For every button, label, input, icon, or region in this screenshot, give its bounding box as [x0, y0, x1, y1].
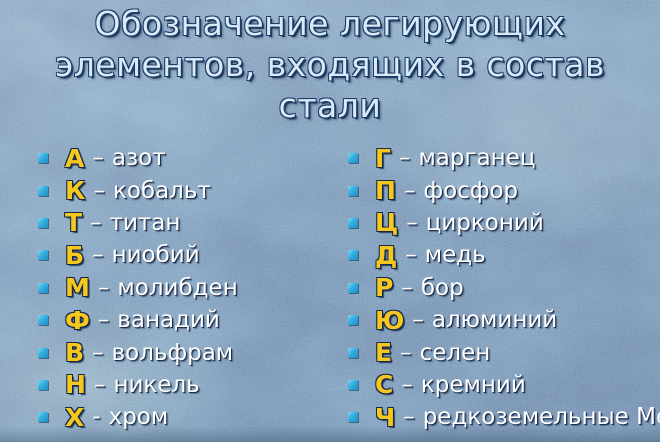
dash: – [401, 371, 413, 398]
element-letter: Х [65, 402, 85, 432]
slide-title: Обозначение легирующих элементов, входящ… [0, 3, 660, 126]
square-bullet-icon [348, 315, 358, 326]
element-name: кремний [420, 371, 526, 398]
dash: – [406, 209, 418, 236]
square-bullet-icon [348, 153, 358, 164]
element-name: алюминий [431, 307, 558, 334]
dash: – [403, 177, 416, 204]
element-name: медь [424, 242, 486, 269]
dash: – [92, 242, 104, 269]
element-name: ванадий [117, 307, 220, 334]
list-item: Н – никель [38, 369, 238, 401]
element-letter: С [375, 370, 394, 400]
square-bullet-icon [348, 250, 358, 261]
dash: – [403, 404, 415, 431]
square-bullet-icon [38, 412, 48, 423]
element-letter: Н [65, 370, 86, 400]
element-name: селен [419, 339, 491, 366]
element-name: молибден [117, 274, 238, 301]
dash: – [97, 274, 110, 301]
element-letter: К [65, 176, 86, 206]
dash: – [400, 339, 412, 366]
dash: – [92, 339, 104, 366]
element-name: азот [111, 145, 166, 172]
list-item: Р – бор [348, 272, 660, 304]
dash: – [92, 145, 104, 172]
list-item: Ц – цирконий [348, 207, 660, 239]
element-letter: Р [375, 273, 394, 303]
square-bullet-icon [38, 250, 48, 261]
dash: – [405, 242, 417, 269]
element-letter: Е [375, 338, 393, 368]
title-line: элементов, входящих в состав [55, 45, 605, 84]
element-name: цирконий [425, 209, 544, 236]
list-item: Х - хром [38, 401, 238, 433]
element-letter: Ц [375, 208, 399, 238]
list-item: Ч – редкоземельные Ме [348, 401, 660, 433]
square-bullet-icon [38, 282, 48, 293]
element-name: редкоземельные Ме [422, 404, 660, 431]
list-item: К – кобальт [38, 174, 238, 206]
element-name: хром [108, 404, 169, 431]
dash: – [90, 209, 102, 236]
dash: – [93, 177, 105, 204]
element-letter: Ф [65, 305, 90, 335]
title-line: Обозначение легирующих [94, 4, 566, 43]
element-name: фосфор [423, 177, 519, 204]
element-letter: М [65, 273, 90, 303]
list-item: Г – марганец [348, 142, 660, 174]
element-letter: В [65, 338, 85, 368]
square-bullet-icon [38, 347, 48, 358]
element-letter: Г [375, 143, 391, 173]
square-bullet-icon [38, 217, 48, 228]
element-letter: А [65, 143, 85, 173]
list-item: М – молибден [38, 272, 238, 304]
element-letter: Ч [375, 402, 396, 432]
list-item: А – азот [38, 142, 238, 174]
column-left: А – азот К – кобальт Т – титан Б – ниоби… [38, 142, 238, 434]
square-bullet-icon [348, 412, 358, 423]
dash: – [401, 274, 413, 301]
square-bullet-icon [348, 379, 358, 390]
square-bullet-icon [38, 379, 48, 390]
dash: – [412, 307, 424, 334]
dash: – [97, 307, 110, 334]
element-letter: П [375, 176, 396, 206]
element-letter: Б [65, 240, 85, 270]
element-name: ниобий [111, 242, 200, 269]
list-item: П – фосфор [348, 174, 660, 206]
element-name: марганец [418, 145, 536, 172]
square-bullet-icon [38, 315, 48, 326]
list-item: Ф – ванадий [38, 304, 238, 336]
list-item: С – кремний [348, 369, 660, 401]
list-item: Б – ниобий [38, 239, 238, 271]
list-item: Е – селен [348, 336, 660, 368]
element-name: титан [109, 209, 181, 236]
square-bullet-icon [348, 185, 358, 196]
square-bullet-icon [38, 185, 48, 196]
square-bullet-icon [348, 217, 358, 228]
element-letter: Ю [375, 305, 405, 335]
dash: – [93, 371, 106, 398]
element-letter: Д [375, 240, 398, 270]
title-line: стали [278, 86, 382, 125]
column-right: Г – марганец П – фосфор Ц – цирконий Д –… [348, 142, 660, 434]
element-letter: Т [65, 208, 83, 238]
element-name: кобальт [112, 177, 211, 204]
element-name: вольфрам [111, 339, 234, 366]
element-name: никель [113, 371, 200, 398]
dash: - [92, 404, 101, 431]
list-item: В – вольфрам [38, 336, 238, 368]
list-item: Т – титан [38, 207, 238, 239]
square-bullet-icon [38, 153, 48, 164]
dash: – [398, 145, 411, 172]
element-name: бор [420, 274, 464, 301]
list-item: Д – медь [348, 239, 660, 271]
square-bullet-icon [348, 347, 358, 358]
square-bullet-icon [348, 282, 358, 293]
list-item: Ю – алюминий [348, 304, 660, 336]
